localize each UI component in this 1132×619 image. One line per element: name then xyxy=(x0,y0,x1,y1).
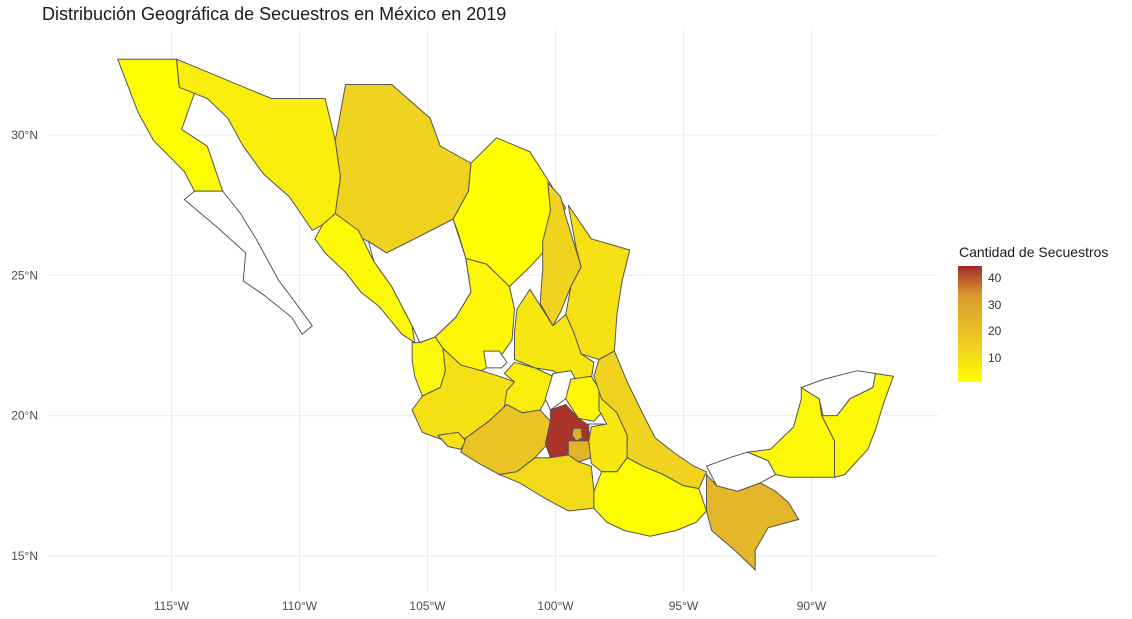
state-ciudad-de-mexico xyxy=(571,427,583,442)
x-tick-label: 110°W xyxy=(282,599,318,613)
state-morelos xyxy=(567,440,592,463)
legend-label: 10 xyxy=(988,351,1002,365)
x-axis-ticks: 115°W 110°W 105°W 100°W 95°W 90°W xyxy=(154,599,827,613)
state-chiapas xyxy=(706,473,800,572)
x-tick-label: 105°W xyxy=(409,599,446,613)
y-tick-label: 15°N xyxy=(11,549,38,563)
x-tick-label: 100°W xyxy=(537,599,574,613)
legend-colorbar xyxy=(958,266,982,382)
y-tick-label: 25°N xyxy=(11,268,38,282)
legend-title: Cantidad de Secuestros xyxy=(959,244,1109,260)
state-quintana-roo xyxy=(820,372,895,478)
state-aguascalientes xyxy=(483,350,508,369)
state-oaxaca xyxy=(593,457,708,537)
x-tick-label: 95°W xyxy=(669,599,699,613)
state-sonora xyxy=(176,58,342,232)
state-hidalgo xyxy=(565,375,608,422)
state-nuevo-leon xyxy=(539,181,582,327)
x-tick-label: 115°W xyxy=(154,599,190,613)
map-title: Distribución Geográfica de Secuestros en… xyxy=(42,4,507,24)
state-baja-california-sur xyxy=(183,190,313,335)
legend-label: 20 xyxy=(988,324,1002,338)
y-tick-label: 30°N xyxy=(11,128,38,142)
legend-label: 30 xyxy=(988,298,1002,312)
state-tamaulipas xyxy=(565,204,631,361)
state-sinaloa xyxy=(314,212,416,344)
x-tick-label: 90°W xyxy=(797,599,827,613)
legend-label: 40 xyxy=(988,271,1002,285)
state-guerrero xyxy=(497,454,595,512)
state-polygons xyxy=(116,58,895,572)
y-axis-ticks: 30°N 25°N 20°N 15°N xyxy=(11,128,38,563)
y-tick-label: 20°N xyxy=(11,409,38,423)
